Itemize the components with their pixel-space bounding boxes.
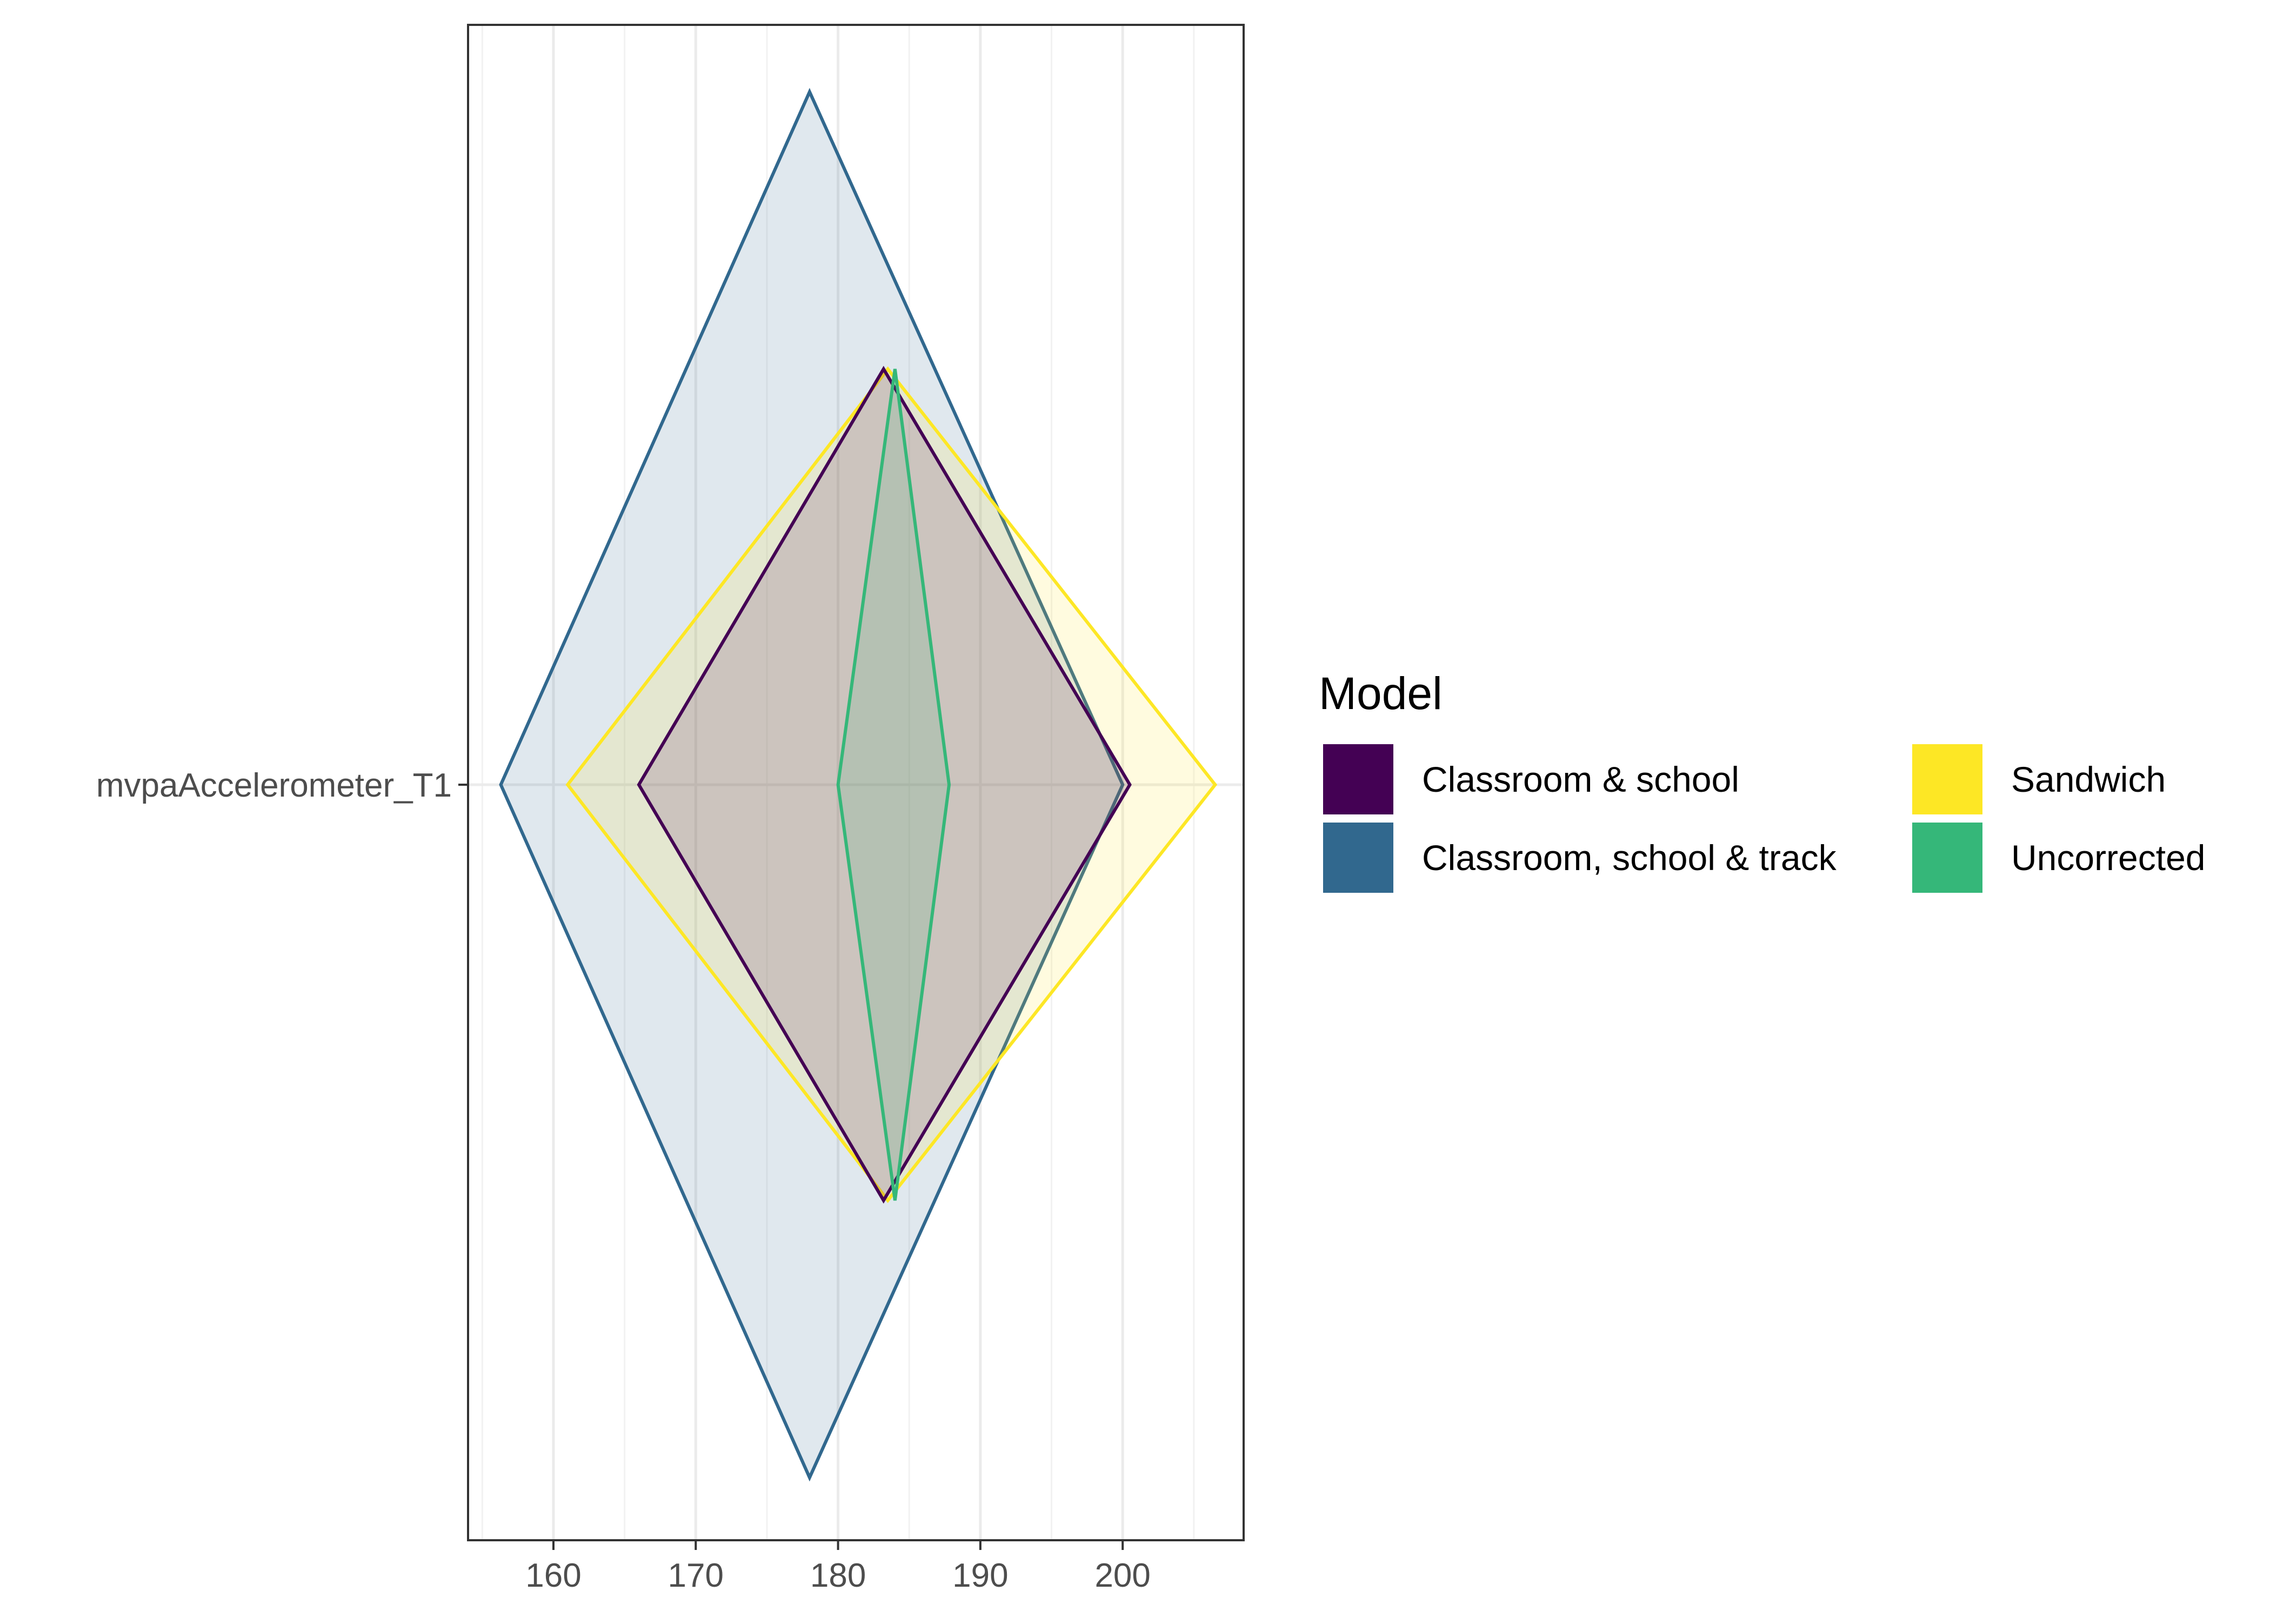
legend-key-classroom-school: [1323, 744, 1393, 814]
x-tick-label: 180: [810, 1557, 866, 1594]
legend-key-classroom-school-track: [1323, 823, 1393, 893]
grid-lines: [468, 25, 1244, 1540]
panel-border: [467, 24, 1245, 1541]
x-tick-label: 200: [1094, 1557, 1150, 1594]
diamond-classroom-school: [637, 365, 1132, 1204]
x-tick-label: 160: [525, 1557, 581, 1594]
legend: Model Classroom & school Classroom, school…: [1319, 668, 2206, 893]
diamond-classroom-school-track: [499, 88, 1125, 1482]
legend-title: Model: [1319, 668, 1443, 719]
x-tick-label: 190: [952, 1557, 1008, 1594]
legend-label-sandwich: Sandwich: [2011, 759, 2166, 799]
legend-label-uncorrected: Uncorrected: [2011, 838, 2206, 878]
diamonds: [499, 88, 1218, 1482]
axes: 160 170 180 190 200 mvpaAccelerometer_T1: [96, 767, 1151, 1594]
panel-background: [468, 25, 1244, 1540]
legend-key-sandwich: [1912, 744, 1982, 814]
legend-key-uncorrected: [1912, 823, 1982, 893]
x-tick-label: 170: [668, 1557, 724, 1594]
diamond-uncorrected: [836, 369, 951, 1201]
legend-label-classroom-school: Classroom & school: [1422, 759, 1739, 799]
legend-label-classroom-school-track: Classroom, school & track: [1422, 838, 1837, 878]
y-tick-label: mvpaAccelerometer_T1: [96, 767, 452, 804]
diamond-sandwich: [565, 366, 1218, 1204]
